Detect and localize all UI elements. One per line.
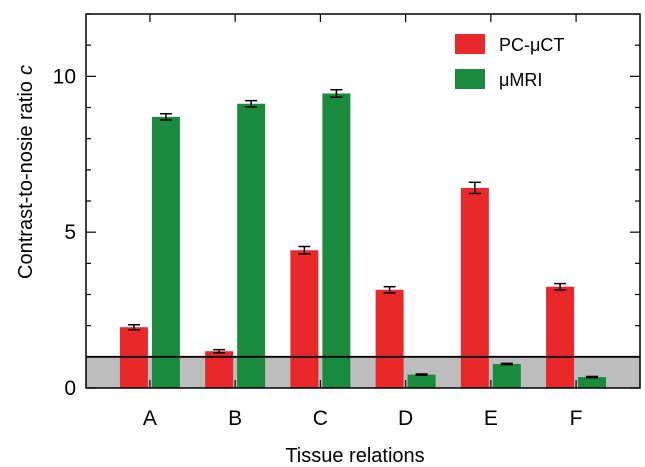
bar-pcct-E [460,187,489,388]
legend-label-0: PC-μCT [499,35,564,55]
x-axis-title: Tissue relations [285,445,424,467]
x-tick-label-F: F [570,407,583,430]
bar-mri-B [237,103,266,388]
x-tick-label-B: B [228,407,242,430]
bar-mri-A [151,116,180,388]
bar-mri-E [492,364,521,388]
bar-mri-F [578,377,607,388]
y-tick-label-5: 5 [64,221,76,244]
legend: PC-μCT μMRI [455,34,564,90]
bar-mri-C [322,93,351,388]
y-axis-symbol: c [15,65,37,75]
plot-area [86,88,640,388]
legend-swatch-0 [455,34,485,54]
legend-swatch-1 [455,69,485,89]
bar-pcct-D [375,289,404,388]
legend-label-1: μMRI [499,70,542,90]
x-tick-label-D: D [398,407,413,430]
x-tick-label-A: A [143,407,157,430]
y-tick-label-10: 10 [53,65,76,88]
axes: A B C D E F 0 5 10 [53,13,641,430]
bar-pcct-F [546,286,575,388]
x-tick-label-C: C [313,407,328,430]
y-axis-title: Contrast-to-nosie ratio [15,81,37,279]
x-tick-label-E: E [484,407,498,430]
bar-mri-D [407,374,436,388]
y-tick-label-0: 0 [64,377,76,400]
bar-pcct-C [290,250,319,388]
